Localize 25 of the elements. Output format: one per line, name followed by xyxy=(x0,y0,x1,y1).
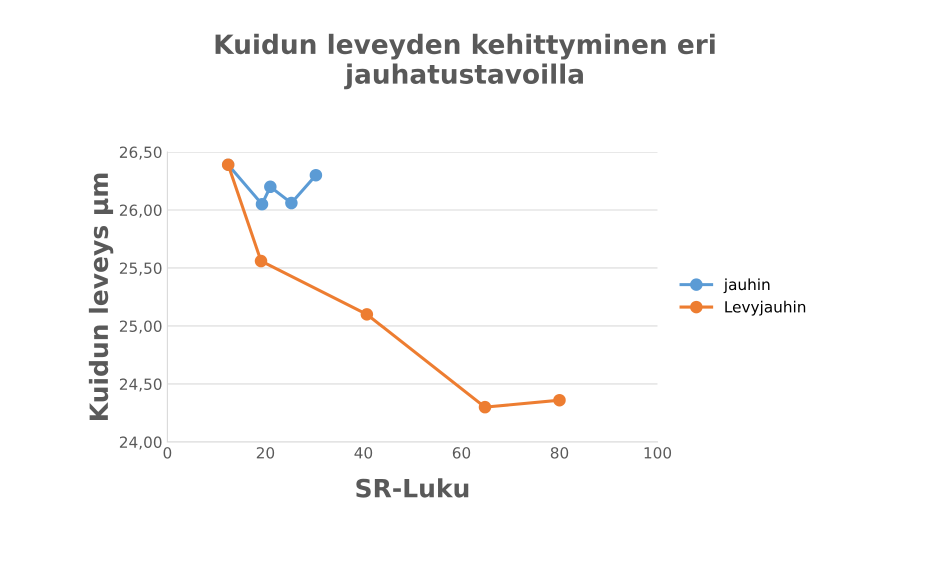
y-tick-label: 26,00 xyxy=(120,204,162,218)
point xyxy=(310,168,322,182)
x-tick-label: 0 xyxy=(164,447,172,459)
point xyxy=(254,254,268,268)
y-tick-label: 24,50 xyxy=(120,378,162,392)
x-tick-label: 100 xyxy=(644,447,672,459)
y-tick-label: 25,50 xyxy=(120,262,162,276)
legend-label: jauhin xyxy=(724,278,770,294)
legend-label: Levyjauhin xyxy=(725,300,806,316)
x-tick-label: 40 xyxy=(354,447,372,459)
point xyxy=(285,196,298,210)
x-tick-label: 20 xyxy=(256,447,274,459)
y-axis-title: Kuidun leveys µm xyxy=(88,174,114,420)
y-tick-label: 24,00 xyxy=(120,436,162,450)
x-axis-title: SR-Luku xyxy=(356,478,468,498)
point xyxy=(256,198,268,210)
point xyxy=(553,394,566,406)
x-tick-label: 60 xyxy=(452,447,470,459)
point xyxy=(360,308,374,321)
x-tick-label: 80 xyxy=(550,447,568,459)
chart-title: Kuidun leveyden kehittyminen eri jauhatustavoilla xyxy=(216,34,715,90)
point xyxy=(264,180,277,194)
point xyxy=(478,400,492,414)
y-tick-label: 25,00 xyxy=(120,320,162,334)
y-tick-label: 26,50 xyxy=(120,146,162,160)
